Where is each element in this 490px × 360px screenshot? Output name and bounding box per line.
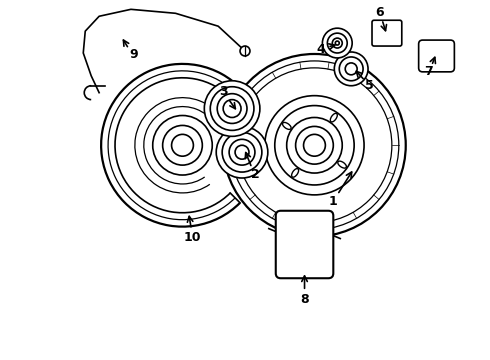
Circle shape: [322, 28, 352, 58]
Ellipse shape: [338, 161, 346, 168]
Ellipse shape: [292, 168, 298, 177]
Text: 2: 2: [250, 167, 259, 181]
Circle shape: [240, 46, 250, 56]
FancyBboxPatch shape: [372, 20, 402, 46]
Text: 3: 3: [219, 85, 227, 98]
FancyBboxPatch shape: [418, 40, 454, 72]
Circle shape: [216, 126, 268, 178]
Circle shape: [217, 94, 247, 123]
Ellipse shape: [283, 122, 291, 129]
Circle shape: [334, 52, 368, 86]
Text: 1: 1: [329, 195, 338, 208]
Text: 5: 5: [365, 79, 373, 92]
Text: 6: 6: [376, 6, 384, 19]
Circle shape: [345, 63, 357, 75]
Text: 10: 10: [184, 231, 201, 244]
Circle shape: [287, 117, 342, 173]
Ellipse shape: [330, 113, 337, 122]
Text: 4: 4: [316, 42, 325, 55]
Text: 7: 7: [424, 66, 433, 78]
Circle shape: [229, 139, 255, 165]
Text: 9: 9: [129, 49, 138, 62]
Circle shape: [153, 116, 212, 175]
Circle shape: [332, 38, 342, 48]
Circle shape: [204, 81, 260, 136]
FancyBboxPatch shape: [276, 211, 333, 278]
Text: 8: 8: [300, 293, 309, 306]
